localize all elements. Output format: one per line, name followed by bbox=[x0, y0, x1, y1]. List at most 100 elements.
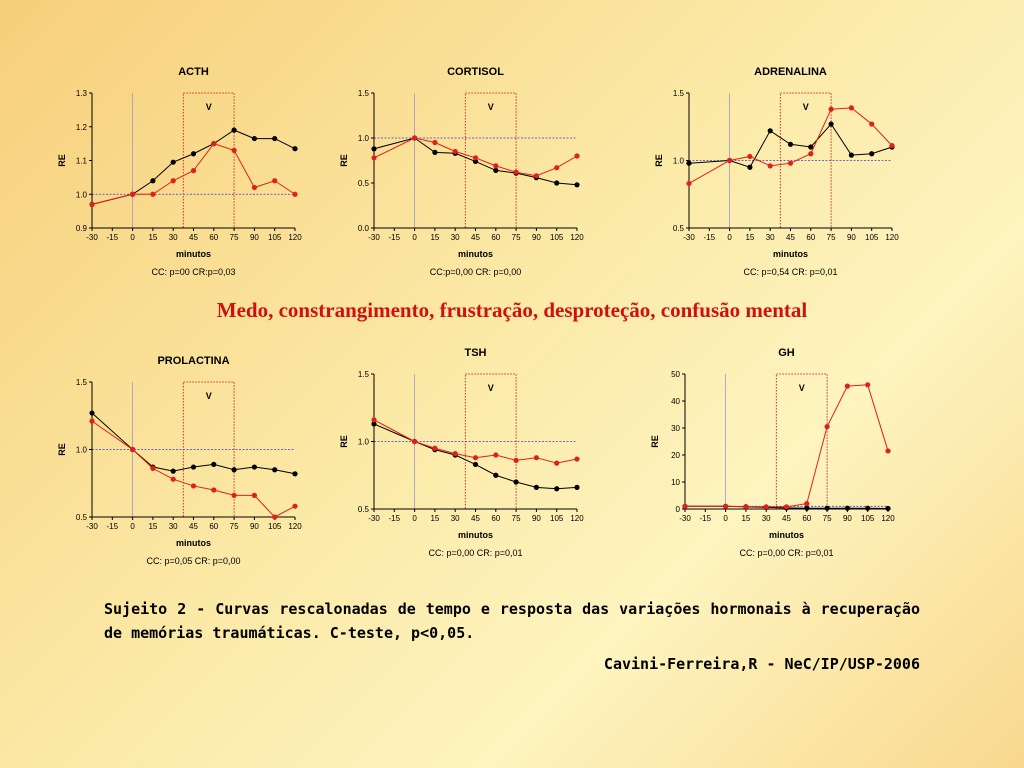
chart-prolactina: PROLACTINA V 0.5 1.0 1.5 -30 -15 0 15 30 45 60 75 90 1… bbox=[50, 349, 320, 571]
chart-svg: TSH V 0.5 1.0 1.5 -30 -15 0 15 30 45 60 75 90 105 120 mi… bbox=[339, 347, 584, 558]
x-tick-label: 15 bbox=[741, 514, 750, 523]
data-point bbox=[251, 184, 257, 191]
data-point bbox=[513, 457, 519, 463]
data-point bbox=[251, 492, 257, 498]
x-tick-label: -15 bbox=[107, 522, 119, 531]
stats-label: CC:p=0,00 CR: p=0,00 bbox=[430, 267, 522, 277]
x-tick-label: -30 bbox=[368, 514, 380, 523]
data-point bbox=[472, 158, 479, 164]
data-point bbox=[824, 505, 830, 511]
x-tick-label: 0 bbox=[723, 514, 728, 523]
chart-cortisol: CORTISOL V 0.0 0.5 1.0 1.5 -30 -15 0 15 30 45 60 75 90… bbox=[332, 60, 602, 282]
x-tick-label: -15 bbox=[389, 233, 401, 242]
y-tick-label: 50 bbox=[671, 370, 680, 379]
data-point bbox=[472, 461, 479, 468]
y-tick-label: 1.5 bbox=[76, 378, 88, 387]
x-tick-label: 120 bbox=[885, 233, 899, 242]
x-axis-label: minutos bbox=[458, 249, 493, 259]
x-tick-label: 90 bbox=[250, 233, 259, 242]
y-tick-label: 1.5 bbox=[358, 370, 370, 379]
series-line-red bbox=[91, 143, 296, 205]
y-tick-label: 0.9 bbox=[76, 224, 88, 233]
data-point bbox=[828, 106, 834, 112]
y-axis-label: RE bbox=[57, 154, 67, 167]
x-tick-label: 45 bbox=[471, 514, 480, 523]
data-point bbox=[493, 163, 499, 169]
data-point bbox=[170, 476, 176, 482]
data-point bbox=[743, 503, 749, 510]
data-point bbox=[574, 456, 580, 462]
y-tick-label: 1.2 bbox=[76, 123, 88, 132]
x-tick-label: -30 bbox=[683, 233, 695, 242]
x-tick-label: 60 bbox=[802, 514, 811, 523]
data-point bbox=[554, 460, 560, 466]
chart-title: PROLACTINA bbox=[157, 355, 229, 367]
data-point bbox=[211, 487, 217, 493]
x-tick-label: 15 bbox=[430, 233, 439, 242]
chart-acth: ACTH V 0.9 1.0 1.1 1.2 1.3 -30 -15 0 15 30 45 60 75 90 1… bbox=[50, 60, 320, 282]
window-label: V bbox=[803, 102, 809, 112]
x-tick-label: 30 bbox=[169, 233, 178, 242]
x-axis-label: minutos bbox=[458, 530, 493, 540]
series-line-red bbox=[91, 420, 296, 518]
data-point bbox=[533, 455, 539, 461]
x-tick-label: 105 bbox=[861, 514, 875, 523]
y-tick-label: 40 bbox=[671, 397, 680, 406]
y-tick-label: 1.1 bbox=[76, 157, 88, 166]
x-tick-label: 105 bbox=[865, 233, 879, 242]
data-point bbox=[150, 465, 156, 471]
x-axis-label: minutos bbox=[773, 249, 808, 259]
data-point bbox=[371, 417, 377, 423]
x-tick-label: 120 bbox=[288, 522, 302, 531]
x-axis-label: minutos bbox=[176, 538, 211, 548]
data-point bbox=[472, 155, 479, 161]
data-point bbox=[783, 504, 790, 510]
chart-title: ACTH bbox=[178, 66, 209, 78]
x-tick-label: 105 bbox=[550, 233, 564, 242]
x-tick-label: -15 bbox=[107, 233, 119, 242]
data-point bbox=[574, 484, 580, 490]
data-point bbox=[493, 452, 499, 458]
x-tick-label: 105 bbox=[268, 233, 282, 242]
window-box bbox=[182, 92, 235, 229]
y-axis-label: RE bbox=[339, 154, 349, 167]
y-tick-label: 0 bbox=[676, 505, 681, 514]
data-point bbox=[493, 472, 499, 478]
data-point bbox=[787, 160, 794, 166]
y-tick-label: 10 bbox=[671, 478, 680, 487]
x-tick-label: 15 bbox=[430, 514, 439, 523]
y-tick-label: 30 bbox=[671, 424, 680, 433]
y-tick-label: 0.5 bbox=[673, 224, 685, 233]
x-tick-label: 30 bbox=[451, 514, 460, 523]
data-point bbox=[211, 461, 217, 467]
y-tick-label: 1.0 bbox=[358, 438, 370, 447]
data-point bbox=[493, 167, 499, 173]
data-point bbox=[844, 383, 850, 389]
series-line-red bbox=[688, 107, 893, 184]
data-point bbox=[231, 127, 237, 133]
x-tick-label: -30 bbox=[679, 514, 691, 523]
window-label: V bbox=[206, 102, 212, 112]
data-point bbox=[808, 144, 814, 150]
data-point bbox=[747, 153, 753, 160]
x-tick-label: 0 bbox=[130, 233, 135, 242]
stats-label: CC: p=0,54 CR: p=0,01 bbox=[743, 267, 837, 277]
x-tick-label: 0 bbox=[130, 522, 135, 531]
data-point bbox=[727, 157, 733, 164]
x-tick-label: 90 bbox=[532, 514, 541, 523]
y-tick-label: 1.5 bbox=[358, 89, 370, 98]
x-tick-label: -15 bbox=[704, 233, 716, 242]
y-axis-label: RE bbox=[650, 435, 660, 448]
chart-title: GH bbox=[778, 347, 795, 359]
data-point bbox=[432, 149, 438, 155]
chart-svg: ADRENALINA V 0.5 1.0 1.5 -30 -15 0 15 30 45 60 75 90 1… bbox=[654, 66, 899, 277]
x-tick-label: 60 bbox=[209, 522, 218, 531]
headline: Medo, constrangimento, frustração, despr… bbox=[216, 298, 808, 322]
chart-title: ADRENALINA bbox=[754, 66, 827, 78]
x-tick-label: 60 bbox=[806, 233, 815, 242]
data-point bbox=[682, 503, 688, 509]
y-tick-label: 1.0 bbox=[358, 134, 370, 143]
data-point bbox=[292, 146, 298, 152]
data-point bbox=[272, 514, 278, 520]
x-tick-label: -15 bbox=[700, 514, 712, 523]
